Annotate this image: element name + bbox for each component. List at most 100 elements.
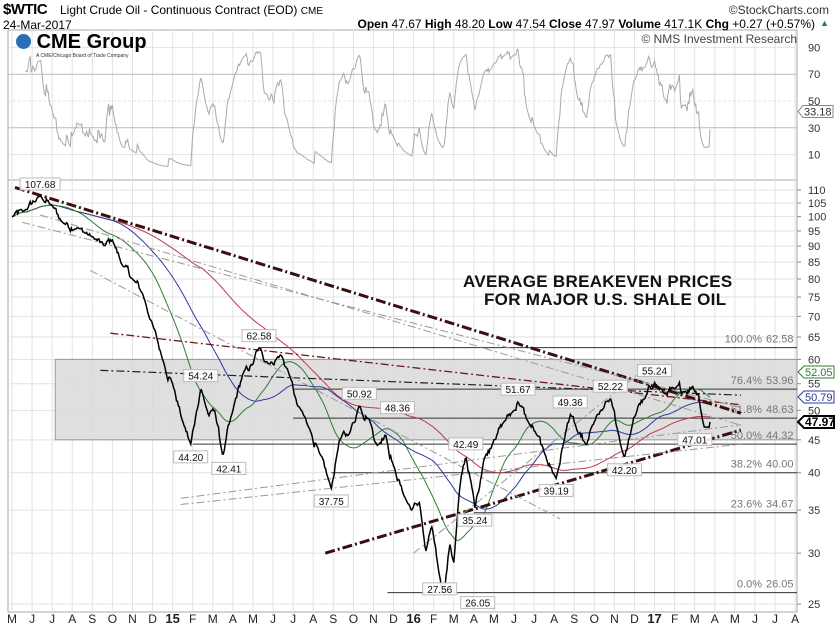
x-tick-label: S xyxy=(88,612,96,626)
fib-value-label: 34.67 xyxy=(766,499,794,511)
x-tick-label: O xyxy=(590,612,599,626)
y-tick-label: 55 xyxy=(808,379,820,391)
rsi-tick-label: 70 xyxy=(808,69,820,81)
x-tick-label: N xyxy=(610,612,619,626)
fib-percent-label: 76.4% xyxy=(731,375,762,387)
pivot-label: 42.20 xyxy=(612,466,637,477)
ma-fast-line xyxy=(11,204,711,541)
y-tick-label: 30 xyxy=(808,548,820,560)
x-tick-label: F xyxy=(189,612,196,626)
pivot-label: 55.24 xyxy=(642,367,667,378)
up-arrow-icon: ▲ xyxy=(820,18,829,28)
x-tick-label: F xyxy=(671,612,678,626)
x-tick-label: J xyxy=(772,612,778,626)
fib-percent-label: 23.6% xyxy=(731,499,762,511)
pivot-label-box xyxy=(637,364,673,378)
pivot-label: 35.24 xyxy=(462,516,487,527)
chart-date: 24-Mar-2017 xyxy=(3,18,72,32)
trendline-gray xyxy=(21,221,742,409)
y-tick-label: 80 xyxy=(808,274,820,286)
x-tick-label: F xyxy=(430,612,437,626)
fib-percent-label: 50.0% xyxy=(731,430,762,442)
pivot-label: 48.36 xyxy=(385,404,410,415)
pivot-label: 54.24 xyxy=(188,372,213,383)
x-tick-label: J xyxy=(270,612,276,626)
x-tick-label: D xyxy=(630,612,639,626)
pivot-label-box xyxy=(211,461,247,475)
x-tick-label: A xyxy=(68,612,76,626)
x-tick-label: N xyxy=(369,612,378,626)
pivot-label-box xyxy=(313,494,349,508)
x-tick-label: J xyxy=(49,612,55,626)
x-tick-label: A xyxy=(470,612,478,626)
pivot-label: 37.75 xyxy=(319,497,344,508)
y-tick-label: 35 xyxy=(808,505,820,517)
high-value: 48.20 xyxy=(454,17,485,31)
pivot-label: 27.56 xyxy=(427,585,452,596)
fib-value-label: 53.96 xyxy=(766,375,794,387)
last-value-tag xyxy=(797,390,835,404)
pivot-label: 107.68 xyxy=(25,180,56,191)
x-tick-label: M xyxy=(730,612,740,626)
x-tick-label: A xyxy=(550,612,558,626)
y-tick-label: 45 xyxy=(808,435,820,447)
y-tick-label: 40 xyxy=(808,468,820,480)
ohlc-summary: Open 47.67 High 48.20 Low 47.54 Close 47… xyxy=(358,17,816,31)
chart-title: Light Crude Oil - Continuous Contract (E… xyxy=(60,3,323,17)
x-tick-label: D xyxy=(148,612,157,626)
last-value-close: 47.97 xyxy=(805,415,835,429)
annotation-line-1: AVERAGE BREAKEVEN PRICES xyxy=(463,272,733,291)
trendline-dark xyxy=(100,369,741,396)
pivot-label: 44.20 xyxy=(178,453,203,464)
x-tick-label: M xyxy=(449,612,459,626)
rsi-tick-label: 10 xyxy=(808,150,820,162)
x-tick-label: A xyxy=(711,612,719,626)
pivot-label-box xyxy=(448,437,484,451)
fib-value-label: 44.32 xyxy=(766,430,794,442)
y-tick-label: 60 xyxy=(808,354,820,366)
fib-value-label: 62.58 xyxy=(766,334,794,346)
x-tick-label: J xyxy=(752,612,758,626)
pivot-label-box xyxy=(460,596,496,610)
x-tick-label: 15 xyxy=(165,611,179,626)
y-tick-label: 25 xyxy=(808,599,820,611)
x-tick-label: D xyxy=(389,612,398,626)
pivot-label-box xyxy=(422,582,458,596)
pivot-label: 49.36 xyxy=(558,398,583,409)
x-tick-label: J xyxy=(511,612,517,626)
pivot-label: 42.41 xyxy=(216,464,241,475)
x-tick-label: M xyxy=(7,612,17,626)
pivot-label-box xyxy=(500,382,536,396)
logo-text: CME Group xyxy=(36,31,147,53)
fib-value-label: 40.00 xyxy=(766,459,794,471)
pivot-label-box xyxy=(379,401,415,415)
x-tick-label: A xyxy=(309,612,317,626)
trendline-heavy xyxy=(324,428,742,555)
x-tick-label: O xyxy=(349,612,358,626)
pivot-label: 51.67 xyxy=(506,385,531,396)
pivot-label: 42.49 xyxy=(453,440,478,451)
pivot-label: 39.19 xyxy=(544,486,569,497)
low-value: 47.54 xyxy=(515,17,546,31)
price-line xyxy=(11,195,711,593)
pivot-label: 26.05 xyxy=(465,599,490,610)
pivot-label: 50.92 xyxy=(347,389,372,400)
open-label: Open xyxy=(357,17,389,31)
pivot-label-box xyxy=(606,463,642,477)
rsi-tick-label: 30 xyxy=(808,123,820,135)
high-label: High xyxy=(424,17,452,31)
exchange: CME xyxy=(300,6,324,17)
x-tick-label: O xyxy=(108,612,117,626)
x-tick-label: A xyxy=(791,612,799,626)
x-tick-label: J xyxy=(290,612,296,626)
close-label: Close xyxy=(549,17,582,31)
ma-slow-line xyxy=(11,204,711,474)
last-value-tag xyxy=(796,414,835,429)
x-tick-label: M xyxy=(489,612,499,626)
logo-subtitle: A CME/Chicago Board of Trade Company xyxy=(36,53,129,59)
x-tick-label: 17 xyxy=(647,611,661,626)
pivot-label-box xyxy=(538,483,574,497)
rsi-last-value: 33.18 xyxy=(804,107,832,119)
y-tick-label: 65 xyxy=(808,332,820,344)
